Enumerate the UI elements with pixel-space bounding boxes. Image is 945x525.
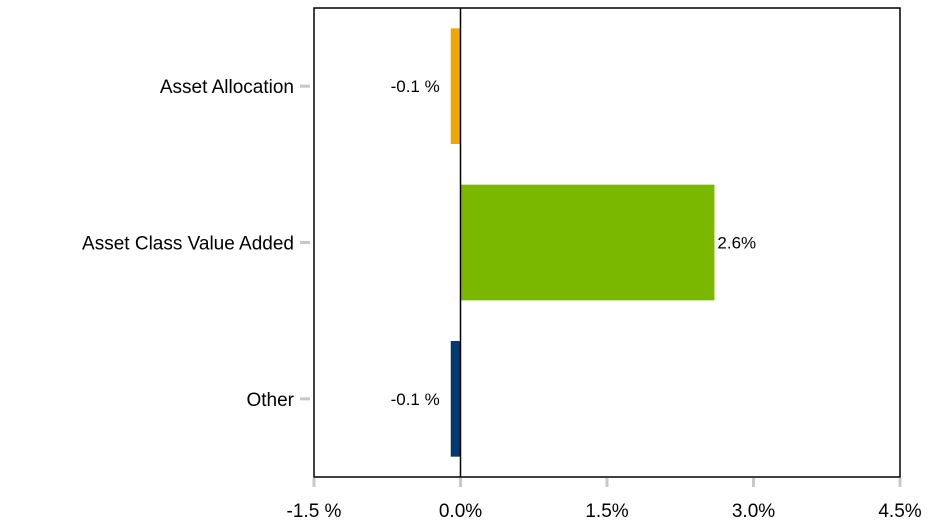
value-tick-label: -1.5 % (287, 501, 342, 522)
category-label: Other (246, 390, 294, 411)
category-label: Asset Class Value Added (82, 234, 294, 255)
value-tick-label: 1.5% (585, 501, 628, 522)
bar-other (450, 340, 461, 457)
value-tick-label: 0.0% (439, 501, 482, 522)
plot-area (313, 7, 901, 478)
data-label: 2.6% (717, 234, 756, 253)
value-tick-label: 4.5% (878, 501, 921, 522)
category-axis: Asset Allocation Asset Class Value Added O… (82, 77, 310, 411)
data-label: -0.1 % (391, 77, 440, 96)
value-tick-label: 3.0% (732, 501, 775, 522)
bars-group (450, 28, 715, 457)
bar-asset-allocation (450, 28, 461, 145)
category-label: Asset Allocation (160, 77, 294, 98)
data-label: -0.1 % (391, 390, 440, 409)
bar-asset-class-value-added (460, 184, 715, 301)
data-labels-group: -0.1 % 2.6% -0.1 % (391, 77, 757, 409)
value-axis: -1.5 % 0.0% 1.5% 3.0% 4.5% (287, 478, 922, 522)
